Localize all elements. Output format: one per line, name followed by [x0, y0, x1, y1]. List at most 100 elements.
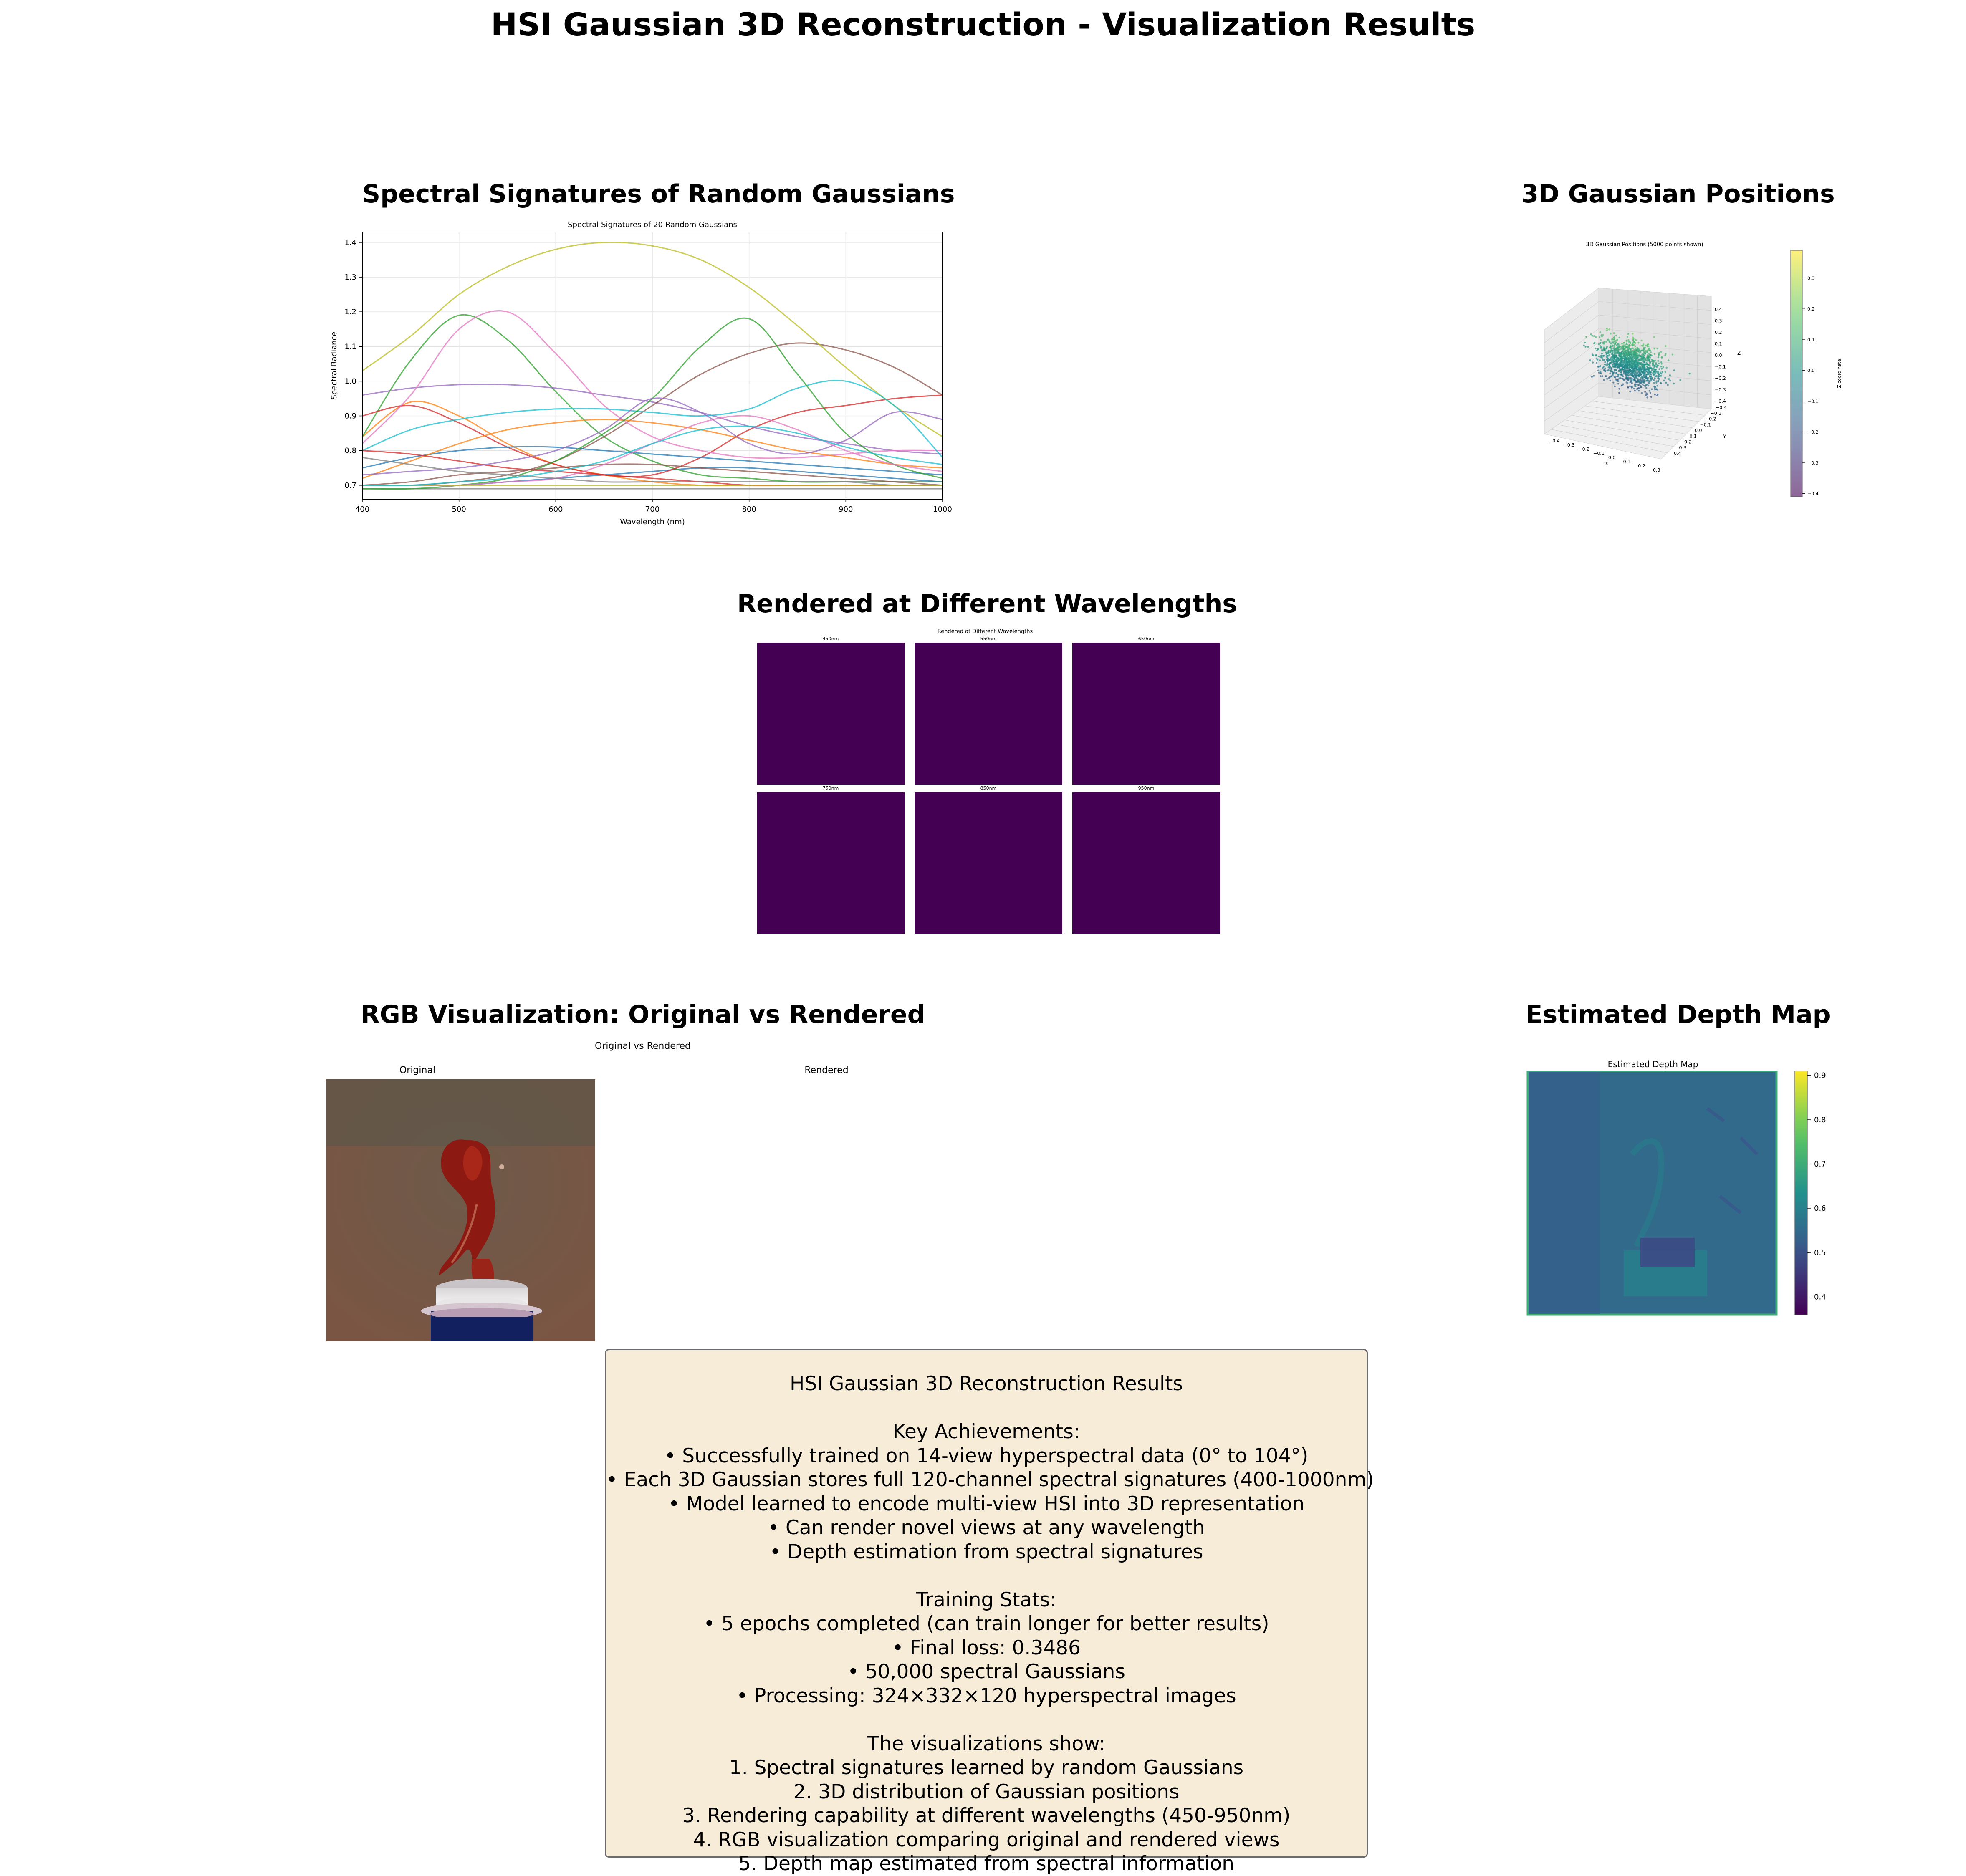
spectral-signatures-chart: Spectral Signatures of 20 Random Gaussia…: [330, 220, 952, 526]
positions-colorbar-tick: −0.2: [1807, 429, 1819, 435]
positions-z-tick: −0.2: [1715, 376, 1726, 381]
positions-z-tick: −0.4: [1715, 399, 1726, 404]
spectral-y-tick: 1.1: [344, 342, 356, 351]
wavelength-render-tile: [1072, 792, 1220, 934]
positions-panel-title: 3D Gaussian Positions: [1521, 179, 1835, 209]
summary-line: • Successfully trained on 14-view hypers…: [664, 1444, 1309, 1467]
positions-y-tick: −0.2: [1705, 417, 1716, 422]
spectral-series-20: [362, 425, 943, 486]
depth-colorbar-tick: 0.9: [1814, 1071, 1826, 1080]
gaussian-positions-3d-chart: 3D Gaussian Positions (5000 points shown…: [1544, 242, 1842, 497]
positions-colorbar-tick: 0.1: [1807, 337, 1815, 343]
spectral-chart-title: Spectral Signatures of 20 Random Gaussia…: [568, 220, 737, 229]
spectral-series-12: [362, 419, 943, 479]
positions-x-tick: 0.3: [1653, 467, 1660, 473]
spectral-x-tick: 500: [452, 505, 466, 514]
wavelength-tile-label: 850nm: [980, 785, 997, 791]
summary-line: Training Stats:: [916, 1588, 1057, 1611]
wavelength-render-tile: [757, 792, 905, 934]
wavelength-render-tile: [757, 643, 905, 785]
rgb-subtitle: Original vs Rendered: [595, 1041, 691, 1051]
positions-z-tick: −0.3: [1715, 387, 1726, 393]
spectral-x-tick: 400: [355, 505, 369, 514]
positions-colorbar-tick: −0.3: [1807, 460, 1819, 466]
summary-line: • Each 3D Gaussian stores full 120-chann…: [606, 1468, 1374, 1491]
positions-x-tick: −0.3: [1564, 442, 1575, 448]
spectral-x-tick: 700: [645, 505, 660, 514]
wavelength-render-tile: [915, 643, 1062, 785]
depth-colorbar-tick: 0.4: [1814, 1293, 1826, 1302]
summary-line: • 50,000 spectral Gaussians: [847, 1660, 1125, 1683]
depth-panel-title: Estimated Depth Map: [1525, 1000, 1831, 1029]
wavelength-tile-label: 650nm: [1138, 636, 1155, 641]
positions-y-tick: 0.0: [1695, 428, 1702, 433]
depth-colorbar-tick: 0.8: [1814, 1116, 1826, 1124]
positions-colorbar-tick: −0.4: [1807, 491, 1819, 497]
summary-line: 2. 3D distribution of Gaussian positions: [793, 1780, 1180, 1803]
spectral-series-10: [362, 379, 943, 458]
summary-line: • 5 epochs completed (can train longer f…: [703, 1612, 1269, 1635]
positions-points: [1583, 328, 1691, 399]
spectral-series-4: [362, 394, 943, 477]
spectral-y-tick: 0.8: [344, 447, 356, 455]
summary-line: 1. Spectral signatures learned by random…: [729, 1756, 1244, 1779]
positions-colorbar-tick: 0.0: [1807, 368, 1815, 374]
wavelengths-panel-title: Rendered at Different Wavelengths: [737, 589, 1238, 619]
summary-line: • Processing: 324×332×120 hyperspectral …: [736, 1684, 1236, 1707]
page-title: HSI Gaussian 3D Reconstruction - Visuali…: [490, 6, 1476, 43]
positions-x-tick: −0.1: [1593, 451, 1605, 456]
wavelength-tile-label: 750nm: [822, 785, 839, 791]
summary-line: 4. RGB visualization comparing original …: [693, 1828, 1280, 1851]
spectral-grid: [362, 232, 943, 499]
positions-y-tick: 0.4: [1674, 451, 1681, 456]
summary-line: 3. Rendering capability at different wav…: [682, 1804, 1291, 1827]
summary-line: [606, 1708, 1367, 1732]
summary-box: HSI Gaussian 3D Reconstruction Results Ke…: [605, 1349, 1374, 1875]
spectral-series-5: [362, 384, 943, 455]
depth-map-chart: 0.9 0.8 0.7 0.6 0.5 0.4: [1526, 1071, 1826, 1316]
summary-line: The visualizations show:: [867, 1732, 1106, 1755]
summary-line: • Depth estimation from spectral signatu…: [769, 1540, 1203, 1563]
positions-x-tick: 0.0: [1608, 455, 1616, 460]
wavelength-tile-label: 950nm: [1138, 785, 1155, 791]
rgb-rendered-label: Rendered: [804, 1065, 849, 1076]
rgb-original-image: [326, 1079, 595, 1341]
spectral-panel-title: Spectral Signatures of Random Gaussians: [362, 179, 955, 209]
positions-z-label: Z: [1737, 350, 1741, 356]
summary-line: • Model learned to encode multi-view HSI…: [668, 1492, 1305, 1515]
spectral-series-15: [362, 397, 943, 476]
positions-y-tick: 0.2: [1684, 439, 1692, 445]
spectral-y-tick: 1.3: [344, 273, 356, 282]
positions-z-tick: 0.2: [1715, 330, 1722, 335]
spectral-series-18: [362, 457, 943, 486]
depth-map-image: [1526, 1071, 1778, 1316]
summary-line: 5. Depth map estimated from spectral inf…: [738, 1852, 1235, 1875]
positions-x-tick: 0.1: [1623, 459, 1631, 465]
positions-y-label: Y: [1723, 434, 1726, 439]
spectral-series-11: [362, 446, 943, 476]
positions-chart-title: 3D Gaussian Positions (5000 points shown…: [1586, 242, 1703, 248]
positions-y-tick: −0.3: [1711, 411, 1722, 416]
wavelengths-subtitle: Rendered at Different Wavelengths: [937, 629, 1033, 635]
positions-x-label: X: [1605, 461, 1608, 467]
positions-colorbar-tick: −0.1: [1807, 399, 1819, 404]
summary-line: Key Achievements:: [892, 1420, 1080, 1443]
spectral-y-label: Spectral Radiance: [330, 331, 339, 399]
summary-line: [606, 1396, 1367, 1420]
spectral-y-tick: 1.0: [344, 377, 356, 386]
spectral-x-tick: 600: [548, 505, 563, 514]
spectral-series-16: [362, 463, 943, 486]
summary-line: • Can render novel views at any waveleng…: [768, 1516, 1205, 1539]
positions-y-tick: 0.1: [1690, 434, 1697, 439]
summary-line: HSI Gaussian 3D Reconstruction Results: [790, 1372, 1183, 1395]
spectral-y-tick: 1.4: [344, 238, 356, 247]
depth-colorbar-tick: 0.5: [1814, 1248, 1826, 1257]
positions-colorbar: [1790, 250, 1803, 497]
spectral-y-tick: 0.9: [344, 412, 356, 421]
positions-x-tick: 0.2: [1638, 463, 1645, 469]
positions-y-tick: 0.3: [1679, 445, 1687, 450]
wavelength-tile-label: 450nm: [822, 636, 839, 641]
spectral-y-tick: 0.7: [344, 481, 356, 490]
spectral-series-7: [361, 310, 943, 459]
positions-z-tick: 0.3: [1715, 318, 1722, 324]
